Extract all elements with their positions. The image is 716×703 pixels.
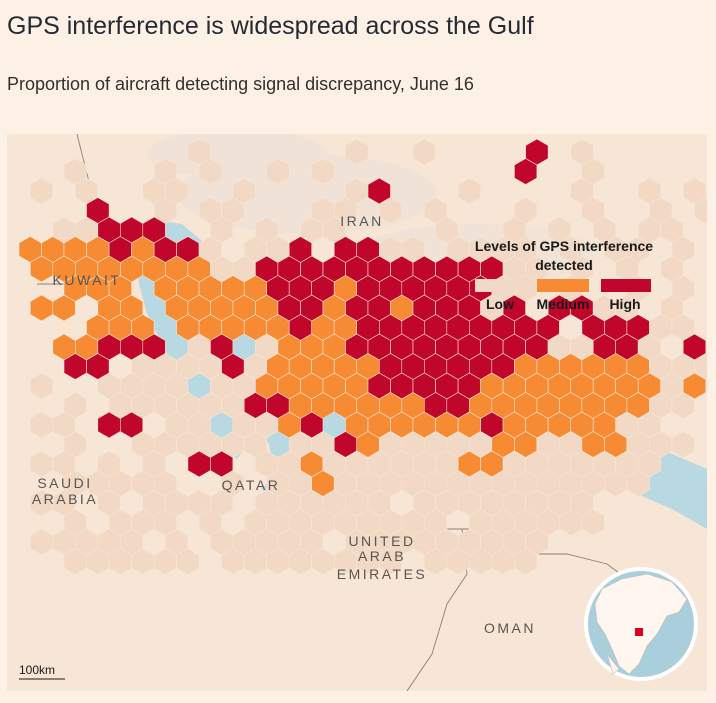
hex-low bbox=[671, 392, 695, 419]
chart-title: GPS interference is widespread across th… bbox=[7, 12, 534, 40]
label-saudi-arabia-2: ARABIA bbox=[32, 491, 98, 507]
map: IRAN KUWAIT SAUDI ARABIA QATAR UNITED AR… bbox=[7, 134, 707, 691]
interference-hexes bbox=[18, 138, 707, 575]
scale-bar-label: 100km bbox=[19, 663, 55, 677]
legend-label-high: High bbox=[609, 296, 640, 312]
hex-low bbox=[345, 138, 369, 166]
hex-low bbox=[198, 158, 222, 185]
hex-high bbox=[514, 158, 538, 185]
hex-low bbox=[412, 138, 436, 166]
hex-low bbox=[266, 158, 290, 185]
hex-low bbox=[378, 197, 403, 224]
legend: Levels of GPS interference detected Low … bbox=[475, 238, 653, 312]
hex-low bbox=[581, 509, 605, 536]
legend-swatch-low bbox=[475, 279, 524, 292]
hex-low bbox=[626, 470, 650, 497]
label-iran: IRAN bbox=[340, 213, 383, 229]
legend-label-medium: Medium bbox=[537, 296, 590, 312]
globe-inset bbox=[584, 567, 698, 681]
legend-swatch-high bbox=[601, 279, 651, 292]
hex-low bbox=[29, 372, 54, 400]
label-saudi-arabia-1: SAUDI bbox=[37, 475, 92, 491]
label-uae-3: EMIRATES bbox=[337, 566, 428, 582]
legend-swatch-medium bbox=[537, 279, 589, 292]
legend-title-1: Levels of GPS interference bbox=[475, 238, 653, 254]
globe-location-marker bbox=[635, 628, 643, 636]
hex-low bbox=[671, 431, 695, 458]
hex-low bbox=[29, 177, 54, 205]
scale-bar: 100km bbox=[19, 663, 65, 680]
label-oman: OMAN bbox=[484, 620, 536, 636]
legend-label-low: Low bbox=[486, 296, 514, 312]
hex-low bbox=[457, 177, 481, 205]
label-qatar: QATAR bbox=[222, 477, 281, 493]
label-uae-2: ARAB bbox=[358, 548, 406, 564]
label-uae-1: UNITED bbox=[348, 533, 415, 549]
hex-low bbox=[514, 548, 538, 575]
hex-low bbox=[311, 158, 335, 185]
hex-medium bbox=[52, 294, 76, 322]
hex-low bbox=[378, 548, 403, 575]
map-svg: IRAN KUWAIT SAUDI ARABIA QATAR UNITED AR… bbox=[7, 134, 707, 691]
legend-title-2: detected bbox=[535, 257, 593, 273]
label-kuwait: KUWAIT bbox=[53, 272, 122, 288]
globe-landmass bbox=[594, 573, 688, 675]
chart-subtitle: Proportion of aircraft detecting signal … bbox=[7, 74, 474, 94]
hex-low bbox=[176, 548, 200, 575]
hex-low bbox=[694, 197, 707, 224]
